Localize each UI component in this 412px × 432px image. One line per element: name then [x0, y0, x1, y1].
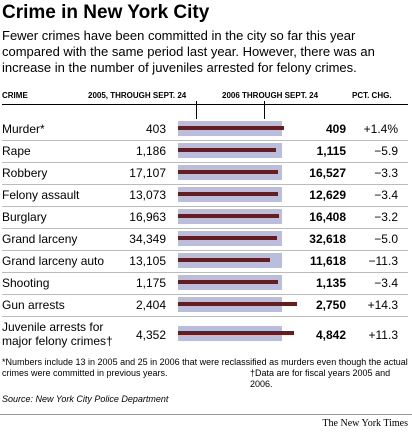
- value-label: 11,618: [309, 254, 346, 268]
- pct-label: −5.0: [374, 232, 398, 246]
- value-label: 16,408: [309, 210, 346, 224]
- bar: [178, 236, 277, 240]
- pct-label: −11.3: [368, 254, 398, 268]
- bar: [178, 258, 271, 262]
- credit: The New York Times: [322, 418, 408, 429]
- column-header: CRIME: [2, 91, 28, 100]
- value-label: 17,107: [129, 166, 166, 180]
- bar: [178, 331, 294, 335]
- row-label: Grand larceny: [2, 232, 78, 246]
- row-label: Murder*: [2, 122, 45, 136]
- pct-label: +1.4%: [363, 122, 398, 136]
- bar: [178, 126, 284, 130]
- source: Source: New York City Police Department: [2, 394, 169, 404]
- row-rule: [2, 294, 408, 295]
- value-label: 1,175: [135, 276, 166, 290]
- row-rule: [2, 250, 408, 251]
- pct-label: +14.3: [367, 298, 398, 312]
- pct-label: +11.3: [368, 328, 398, 342]
- row-label: Robbery: [2, 166, 48, 180]
- bar: [178, 214, 279, 218]
- value-label: 13,105: [129, 254, 166, 268]
- value-label: 12,629: [309, 188, 346, 202]
- value-label: 1,115: [316, 144, 346, 158]
- row-label: Shooting: [2, 276, 50, 290]
- row-label: Grand larceny auto: [2, 254, 105, 268]
- row-rule: [2, 162, 408, 163]
- title: Crime in New York City: [2, 2, 210, 23]
- bar: [178, 280, 279, 284]
- subtitle: Fewer crimes have been committed in the …: [2, 28, 375, 75]
- row-rule: [2, 272, 408, 273]
- value-label: 2,404: [135, 298, 166, 312]
- bar: [178, 302, 297, 306]
- leader-line: [264, 101, 265, 119]
- header-rule: [2, 104, 408, 105]
- value-label: 32,618: [309, 232, 346, 246]
- value-label: 4,842: [315, 328, 346, 342]
- row-rule: [2, 206, 408, 207]
- footer-rule: [0, 414, 412, 415]
- row-rule: [2, 184, 408, 185]
- value-label: 403: [145, 122, 166, 136]
- legend-entry: 2005, THROUGH SEPT. 24: [88, 91, 187, 100]
- value-label: 409: [325, 122, 346, 136]
- value-label: 16,527: [309, 166, 346, 180]
- bar: [178, 170, 279, 174]
- pct-label: −3.3: [374, 166, 398, 180]
- pct-label: −5.9: [374, 144, 398, 158]
- leader-line: [196, 101, 197, 119]
- value-label: 13,073: [129, 188, 166, 202]
- value-label: 1,186: [135, 144, 166, 158]
- pct-label: −3.4: [374, 188, 398, 202]
- value-label: 4,352: [135, 328, 166, 342]
- value-label: 1,135: [315, 276, 346, 290]
- row-label: Rape: [2, 144, 31, 158]
- row-label: Felony assault: [2, 188, 80, 202]
- value-label: 16,963: [129, 210, 166, 224]
- value-label: 2,750: [315, 298, 346, 312]
- legend-entry: 2006 THROUGH SEPT. 24: [222, 91, 319, 100]
- pct-label: −3.2: [374, 210, 398, 224]
- row-rule: [2, 228, 408, 229]
- row-label: Gun arrests: [2, 298, 65, 312]
- row-rule: [2, 316, 408, 317]
- column-header: PCT. CHG.: [352, 91, 392, 100]
- pct-label: −3.4: [374, 276, 398, 290]
- footnote: †Data are for fiscal years 2005 and 2006…: [250, 368, 391, 389]
- value-label: 34,349: [129, 232, 166, 246]
- row-label: Burglary: [2, 210, 47, 224]
- row-label: Juvenile arrests for major felony crimes…: [2, 320, 113, 348]
- footnote: *Numbers include 13 in 2005 and 25 in 20…: [2, 357, 408, 378]
- bar: [178, 148, 276, 152]
- row-rule: [2, 140, 408, 141]
- bar: [178, 192, 279, 196]
